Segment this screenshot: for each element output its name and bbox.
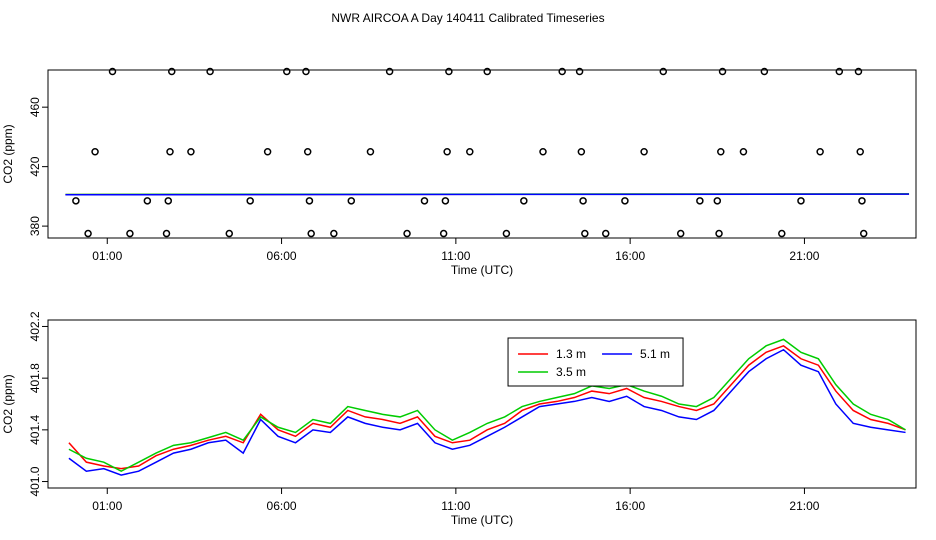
y-tick-label: 401.4 — [28, 415, 42, 445]
data-point — [797, 197, 805, 205]
y-axis-label: CO2 (ppm) — [1, 124, 15, 183]
data-point — [778, 229, 786, 238]
data-point — [856, 148, 864, 156]
data-point — [164, 197, 173, 205]
data-point — [581, 229, 589, 238]
x-tick-label: 06:00 — [267, 499, 297, 513]
data-point — [558, 67, 566, 76]
data-point — [385, 67, 394, 76]
data-point — [466, 148, 474, 156]
data-point — [307, 229, 315, 238]
y-tick-label: 460 — [28, 97, 42, 117]
data-point — [579, 197, 587, 205]
data-point — [305, 197, 314, 205]
data-point — [835, 67, 844, 76]
data-point — [602, 229, 610, 238]
x-axis-label: Time (UTC) — [451, 263, 513, 277]
data-point — [283, 67, 291, 76]
data-point — [126, 229, 134, 238]
legend-label: 1.3 m — [556, 347, 586, 361]
data-point — [162, 229, 171, 238]
data-point — [91, 148, 99, 156]
y-tick-label: 380 — [28, 216, 42, 236]
x-tick-label: 01:00 — [92, 499, 122, 513]
data-point — [143, 197, 152, 205]
x-tick-label: 11:00 — [441, 499, 470, 513]
data-point — [760, 67, 769, 76]
data-point — [659, 67, 668, 76]
data-point — [718, 67, 727, 76]
y-tick-label: 420 — [28, 156, 42, 176]
data-point — [72, 197, 80, 205]
data-point — [696, 197, 704, 205]
data-point — [246, 197, 254, 205]
data-point — [715, 229, 723, 238]
data-point — [166, 148, 174, 156]
x-tick-label: 21:00 — [789, 249, 819, 263]
series-line-5-1-m — [68, 348, 906, 476]
series-line-5-1-m — [65, 193, 910, 196]
x-axis-label: Time (UTC) — [451, 513, 513, 527]
data-point — [575, 67, 584, 76]
plot-frame — [47, 319, 917, 489]
data-point — [439, 229, 448, 238]
data-point — [263, 148, 272, 156]
data-point — [483, 67, 491, 76]
x-tick-label: 16:00 — [615, 249, 645, 263]
figure-title: NWR AIRCOA A Day 140411 Calibrated Times… — [331, 11, 604, 25]
x-tick-label: 16:00 — [615, 499, 645, 513]
x-tick-label: 21:00 — [789, 499, 819, 513]
data-point — [441, 197, 450, 205]
data-point — [108, 67, 117, 76]
data-point — [443, 148, 451, 156]
x-tick-label: 11:00 — [441, 249, 470, 263]
data-point — [640, 148, 648, 156]
legend-box — [507, 337, 684, 387]
y-axis-label: CO2 (ppm) — [1, 374, 15, 433]
data-point — [859, 229, 868, 238]
y-tick-label: 401.0 — [28, 466, 42, 496]
series-line-1-3-m — [68, 345, 906, 470]
bottom-panel: 01:00 06:00 11:00 16:00 21:00 401.0 401.4 401.8… — [1, 311, 917, 527]
data-point — [330, 229, 338, 238]
data-point — [187, 148, 195, 156]
data-point — [302, 67, 310, 76]
data-point — [225, 229, 234, 238]
legend-label: 3.5 m — [556, 365, 586, 379]
data-point — [858, 197, 866, 205]
x-tick-label: 01:00 — [92, 249, 122, 263]
data-point — [84, 229, 92, 238]
data-point — [621, 197, 629, 205]
data-point — [445, 67, 453, 76]
y-tick-label: 401.8 — [28, 363, 42, 393]
data-point — [577, 148, 586, 156]
data-point — [420, 197, 429, 205]
legend-label: 5.1 m — [640, 347, 670, 361]
data-point — [539, 148, 547, 156]
data-point — [366, 148, 375, 156]
data-point — [854, 67, 863, 76]
data-point — [206, 67, 214, 76]
x-tick-label: 06:00 — [267, 249, 297, 263]
data-point — [816, 148, 824, 156]
data-point — [713, 197, 722, 205]
data-point — [347, 197, 356, 205]
data-point — [403, 229, 411, 238]
series-line-3-5-m — [68, 338, 906, 473]
data-point — [502, 229, 511, 238]
data-point — [303, 148, 312, 156]
plot-frame — [47, 69, 917, 239]
data-point — [717, 148, 725, 156]
top-panel: 01:00 06:00 11:00 16:00 21:00 380 420 460 Time (… — [1, 67, 917, 277]
data-point — [676, 229, 685, 238]
y-tick-label: 402.2 — [28, 311, 42, 341]
data-point — [520, 197, 528, 205]
data-point — [739, 148, 748, 156]
data-point — [168, 67, 176, 76]
